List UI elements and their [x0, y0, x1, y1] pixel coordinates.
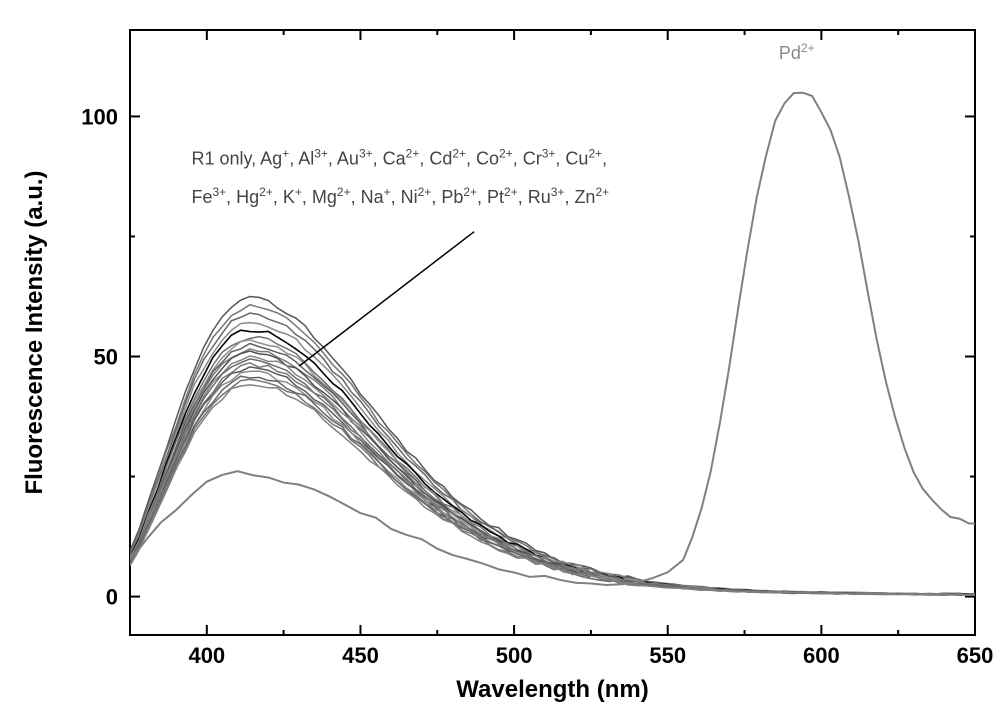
fluorescence-spectrum-chart: 400 450 500 550 600 650 0 50 100 Wavelength (nm) F…	[0, 0, 1000, 722]
x-tick-label: 650	[957, 643, 994, 668]
y-tick-label: 50	[94, 345, 118, 370]
y-axis-label: Fluorescence Intensity (a.u.)	[21, 170, 48, 494]
x-tick-label: 400	[188, 643, 225, 668]
y-tick-label: 0	[106, 585, 118, 610]
x-tick-label: 550	[649, 643, 686, 668]
y-tick-label: 100	[81, 104, 118, 129]
x-tick-label: 450	[342, 643, 379, 668]
chart-bg	[0, 0, 1000, 722]
ion-list-line2: Fe3+, Hg2+, K+, Mg2+, Na+, Ni2+, Pb2+, P…	[191, 185, 609, 207]
x-axis-label: Wavelength (nm)	[456, 676, 648, 703]
x-tick-label: 600	[803, 643, 840, 668]
x-tick-label: 500	[496, 643, 533, 668]
